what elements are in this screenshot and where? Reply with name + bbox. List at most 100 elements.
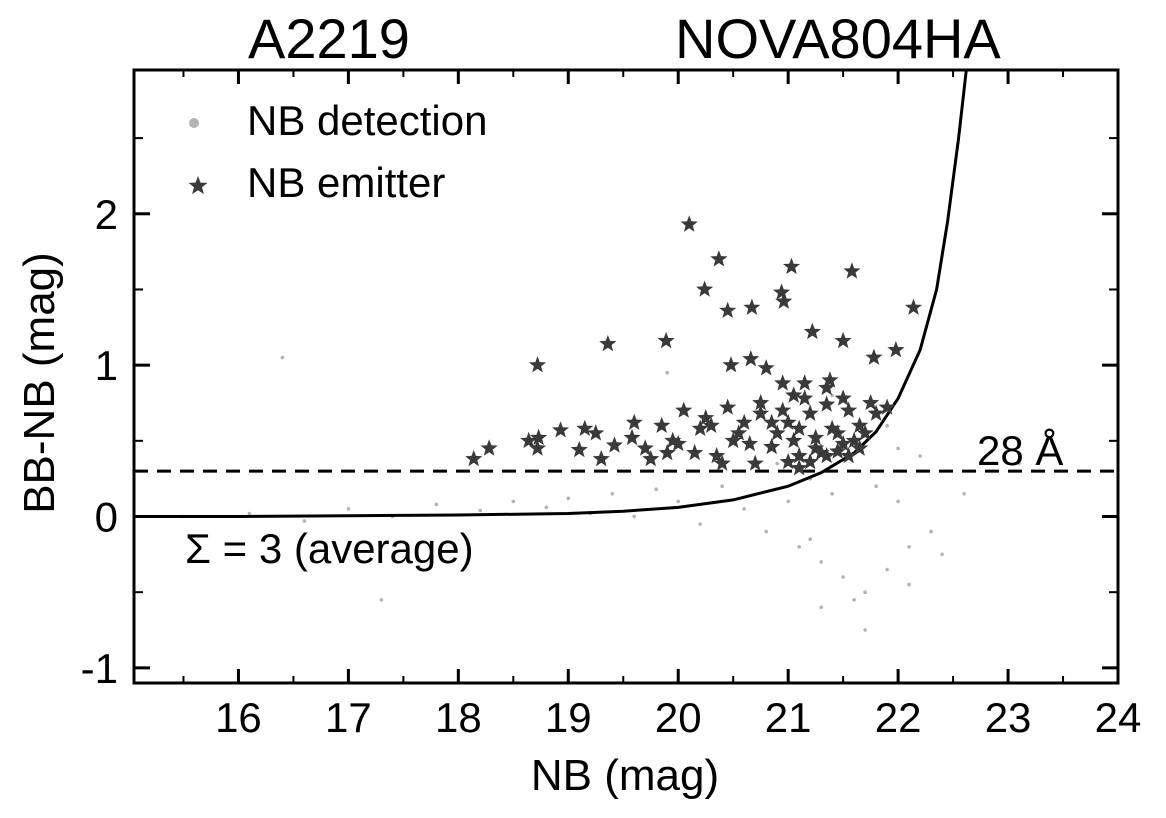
emitter-point [605, 436, 623, 453]
emitter-point [465, 450, 483, 467]
emitter-point [779, 453, 797, 470]
threshold-annotation: 28 Å [977, 427, 1063, 474]
emitter-point [719, 301, 737, 318]
detection-point [907, 582, 911, 587]
emitter-point [840, 447, 858, 464]
x-tick-label: 23 [985, 694, 1032, 741]
emitter-point [818, 395, 836, 412]
emitter-point [735, 413, 753, 430]
detection-point [797, 545, 801, 549]
detection-point [885, 567, 889, 572]
emitter-point [528, 356, 547, 373]
emitter-point [763, 437, 781, 455]
emitter-point [862, 394, 880, 411]
legend-emitter-label: NB emitter [247, 159, 445, 206]
emitter-point [878, 398, 896, 415]
detection-point [874, 484, 878, 489]
detection-point [764, 529, 768, 534]
emitter-point [904, 298, 923, 315]
emitter-point [710, 250, 728, 267]
detection-point [775, 461, 779, 466]
detection-point [863, 628, 867, 632]
detection-point [247, 511, 252, 516]
title-right: NOVA804HA [675, 7, 1001, 70]
detection-point [280, 355, 285, 360]
emitter-point [757, 359, 775, 376]
detection-point [478, 508, 483, 513]
detection-point [302, 519, 307, 523]
emitter-point [480, 439, 498, 456]
emitter-point [845, 431, 863, 449]
detection-point [654, 487, 658, 492]
emitter-point [730, 424, 748, 441]
x-tick-label: 16 [215, 694, 262, 741]
emitter-point [768, 424, 786, 441]
detection-point [819, 605, 823, 610]
detection-point [676, 499, 680, 504]
x-tick-label: 17 [325, 694, 372, 741]
emitter-point [528, 439, 547, 456]
y-tick-label: 2 [95, 191, 118, 238]
emitter-point [587, 424, 605, 441]
emitter-point [719, 398, 737, 415]
emitter-point [851, 439, 869, 456]
emitter-point [774, 374, 792, 391]
emitter-point [520, 431, 538, 449]
emitter-point [840, 401, 858, 418]
detection-point [962, 492, 966, 496]
emitter-point [713, 454, 731, 471]
emitter-point [653, 416, 671, 433]
detection-point [830, 492, 834, 496]
emitter-point [741, 434, 759, 452]
emitter-point [834, 331, 852, 349]
emitter-point [697, 409, 715, 426]
detection-point [863, 590, 867, 594]
x-tick-label: 24 [1095, 694, 1142, 741]
y-tick-label: 0 [95, 494, 118, 541]
emitter-point [552, 421, 570, 438]
emitter-point [657, 331, 675, 349]
emitter-point [576, 419, 594, 436]
emitter-point [796, 389, 814, 406]
emitter-point [664, 431, 682, 449]
axis-tick-labels: 16 17 18 19 20 21 22 23 24 -1 0 1 2 [81, 191, 1142, 741]
emitter-point [796, 374, 814, 391]
emitter-point [785, 431, 803, 449]
emitter-point [691, 419, 709, 436]
emitter-point [867, 404, 885, 421]
emitter-point [686, 443, 704, 461]
detection-point [720, 484, 724, 489]
detection-point [379, 598, 384, 602]
detection-point [544, 505, 549, 510]
emitter-point [763, 413, 781, 430]
emitter-point [752, 394, 770, 411]
emitter-point [812, 443, 830, 461]
detection-point [1017, 461, 1021, 466]
legend-detection-label: NB detection [247, 97, 487, 144]
y-tick-label: -1 [81, 645, 118, 692]
x-tick-label: 20 [655, 694, 702, 741]
emitter-point [865, 348, 883, 365]
detection-point [566, 496, 571, 501]
emitter-point [708, 447, 726, 464]
emitter-point [807, 439, 825, 456]
detection-point [896, 446, 900, 451]
detection-point [665, 370, 669, 375]
detection-point [808, 537, 812, 541]
emitter-point [702, 416, 720, 433]
emitter-point [774, 401, 792, 418]
title-left: A2219 [248, 7, 410, 70]
emitter-point [856, 424, 874, 441]
emitter-point [658, 443, 676, 461]
axis-ticks [134, 70, 1120, 683]
emitter-point [829, 442, 847, 459]
emitter-point [742, 350, 760, 367]
legend-emitter-marker [188, 176, 208, 195]
emitter-point [821, 371, 839, 388]
emitter-point [785, 386, 803, 403]
plot-frame [132, 68, 1120, 685]
emitter-point [680, 215, 698, 232]
sigma-curve-layer [134, 69, 968, 518]
emitter-point [834, 434, 852, 452]
emitter-point [801, 453, 819, 470]
